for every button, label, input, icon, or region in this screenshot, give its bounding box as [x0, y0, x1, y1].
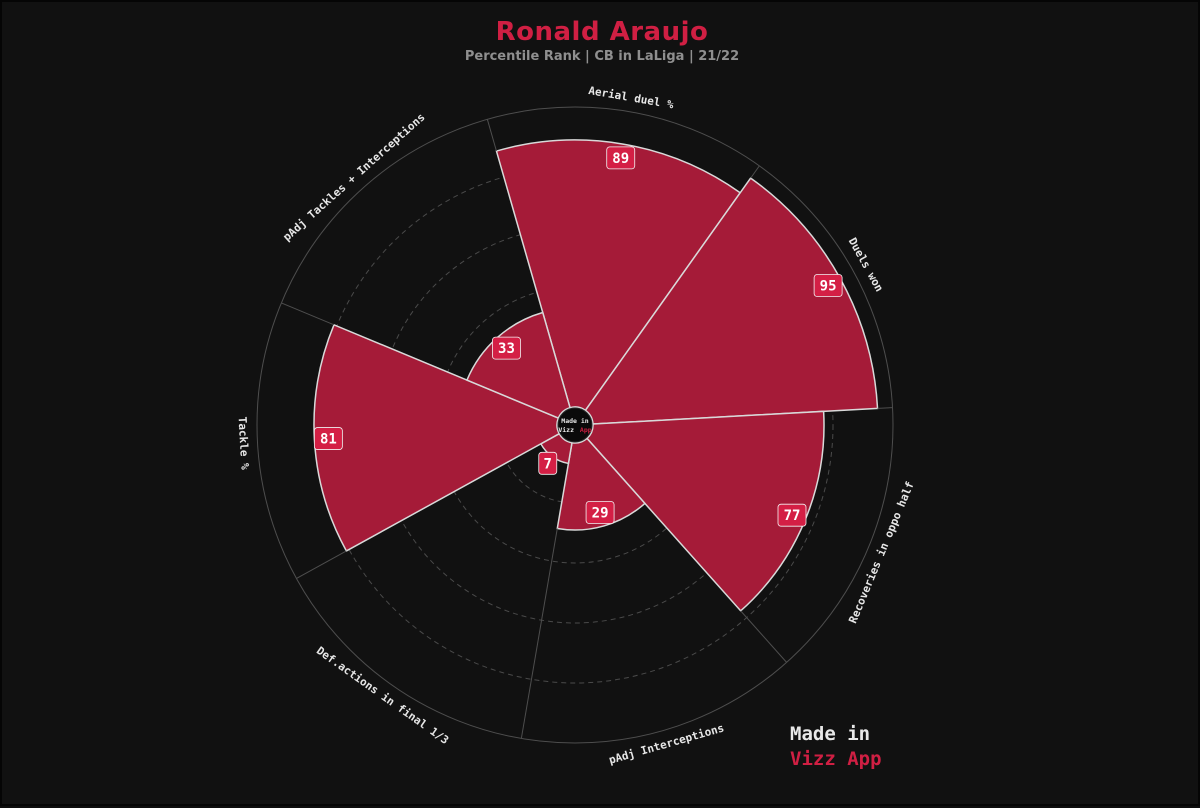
bar-5 [313, 323, 561, 552]
center-logo: Made in Vizz App [557, 407, 593, 443]
outer-ring [256, 106, 894, 744]
value-badge-6 [492, 336, 521, 360]
chart-spokes [281, 119, 893, 739]
watermark-line1: Made in [790, 723, 871, 745]
value-badge-1 [813, 274, 843, 297]
value-badge-5 [313, 427, 343, 450]
category-label-4: Def.actions in final 1/3 [314, 644, 451, 747]
value-label-2: 77 [784, 508, 801, 524]
center-logo-vizz: Vizz [558, 426, 574, 434]
value-badge-2 [777, 503, 807, 527]
center-logo-app: App [580, 426, 592, 434]
chart-title: Ronald Araujo [495, 17, 709, 47]
spoke-6 [281, 302, 335, 326]
bar-2 [585, 410, 825, 612]
spoke-1 [750, 165, 760, 179]
value-label-1: 95 [820, 279, 837, 295]
value-label-0: 89 [612, 151, 629, 167]
center-logo-line2: Vizz App [558, 426, 591, 434]
center-logo-line1: Made in [561, 417, 588, 425]
spoke-5 [296, 550, 347, 579]
bar-3 [556, 437, 646, 531]
category-label-2: Recoveries in oppo half [846, 480, 916, 626]
bar-0 [495, 139, 742, 412]
chart-bars [313, 139, 879, 612]
value-label-5: 81 [320, 432, 337, 448]
category-label-3: pAdj Interceptions [607, 721, 725, 766]
watermark-line2: Vizz App [790, 748, 882, 770]
value-label-6: 33 [498, 341, 515, 357]
spoke-3 [740, 610, 787, 663]
category-label-5: Tackle % [236, 416, 252, 470]
chart-header: Ronald Araujo Percentile Rank | CB in La… [2, 16, 1200, 65]
category-label-0: Aerial duel % [587, 84, 674, 111]
spoke-2 [877, 407, 893, 409]
watermark: Made in Vizz App [790, 722, 910, 772]
value-label-3: 29 [592, 505, 609, 521]
value-label-4: 7 [544, 456, 552, 472]
spoke-4 [520, 528, 558, 739]
value-badge-3 [585, 501, 615, 524]
center-logo-circle [557, 407, 593, 443]
category-label-1: Duels won [846, 236, 886, 294]
spoke-0 [486, 119, 497, 152]
bar-6 [465, 311, 571, 420]
value-badge-0 [606, 146, 636, 170]
value-badges: 89 95 77 29 7 81 33 [313, 146, 843, 527]
chart-subtitle: Percentile Rank | CB in LaLiga | 21/22 [464, 49, 740, 64]
category-label-6: pAdj Tackles + Interceptions [281, 111, 428, 244]
bar-1 [584, 177, 879, 425]
value-badge-4 [538, 451, 558, 475]
